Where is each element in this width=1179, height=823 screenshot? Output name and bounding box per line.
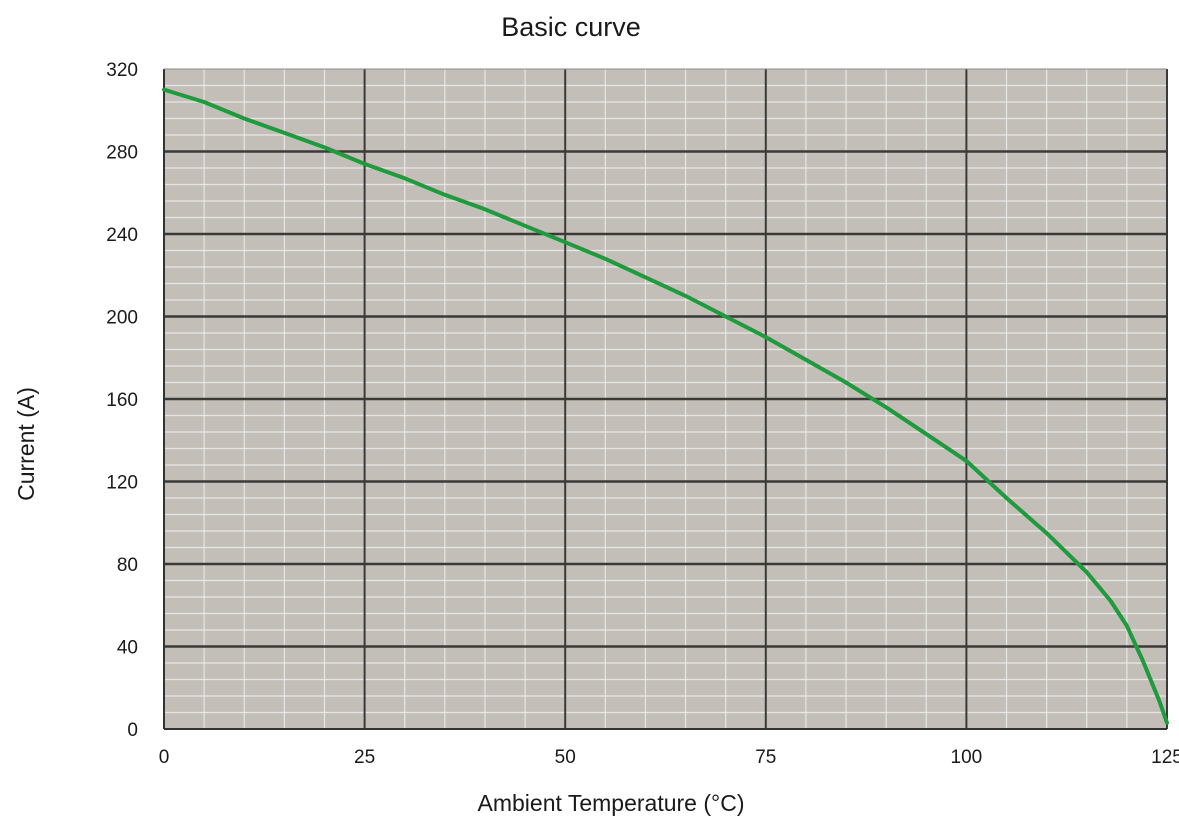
y-tick-label: 0 (127, 720, 138, 741)
y-tick-label: 240 (106, 225, 138, 246)
x-tick-label: 100 (951, 747, 983, 768)
x-tick-label: 75 (755, 747, 776, 768)
x-tick-label: 0 (159, 747, 170, 768)
y-tick-label: 120 (106, 473, 138, 494)
series-line (162, 87, 1169, 725)
y-axis-label: Current (A) (13, 387, 39, 501)
x-tick-label: 50 (555, 747, 576, 768)
chart-title: Basic curve (501, 12, 641, 42)
y-tick-label: 40 (117, 638, 138, 659)
y-tick-label: 200 (106, 308, 138, 329)
y-tick-label: 280 (106, 143, 138, 164)
x-tick-label: 25 (354, 747, 375, 768)
y-tick-label: 80 (117, 555, 138, 576)
y-tick-label: 160 (106, 390, 138, 411)
plot-area (162, 68, 1169, 730)
x-axis-label: Ambient Temperature (°C) (478, 790, 745, 816)
y-tick-label: 320 (106, 60, 138, 81)
axis-ticks: 0 25 50 75 100 125 0 40 80 120 160 200 240 280 320 (106, 60, 1179, 768)
x-tick-label: 125 (1151, 747, 1179, 768)
